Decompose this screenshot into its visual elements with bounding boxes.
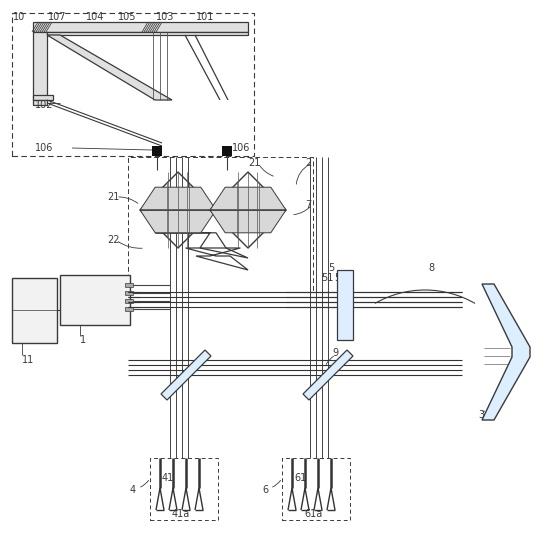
Polygon shape bbox=[337, 270, 353, 340]
Polygon shape bbox=[303, 350, 353, 400]
Text: 21: 21 bbox=[107, 192, 119, 202]
Text: 41: 41 bbox=[162, 473, 174, 483]
Bar bbox=[125, 299, 133, 303]
Text: 9: 9 bbox=[332, 348, 338, 358]
Text: 10: 10 bbox=[13, 12, 25, 22]
Text: 102: 102 bbox=[35, 100, 54, 110]
Text: 7: 7 bbox=[305, 200, 311, 210]
Text: 103: 103 bbox=[156, 12, 174, 22]
Polygon shape bbox=[47, 32, 248, 35]
Bar bbox=[33, 95, 53, 100]
Bar bbox=[12, 13, 254, 156]
Bar bbox=[222, 146, 232, 156]
Bar bbox=[125, 283, 133, 287]
Text: 5: 5 bbox=[328, 263, 335, 273]
Text: 21: 21 bbox=[248, 158, 261, 168]
Polygon shape bbox=[140, 187, 216, 210]
Text: 8: 8 bbox=[428, 263, 434, 273]
Bar bbox=[60, 275, 130, 325]
Polygon shape bbox=[161, 350, 211, 400]
Bar bbox=[125, 291, 133, 295]
Text: 106: 106 bbox=[35, 143, 54, 153]
Bar bbox=[150, 458, 218, 520]
Polygon shape bbox=[482, 284, 530, 420]
Text: 61a: 61a bbox=[304, 509, 322, 519]
Polygon shape bbox=[210, 210, 286, 233]
Text: 2: 2 bbox=[305, 158, 311, 168]
Bar bbox=[33, 22, 248, 32]
Bar bbox=[33, 100, 47, 105]
Bar bbox=[12, 278, 57, 343]
Bar bbox=[282, 458, 350, 520]
Text: 106: 106 bbox=[232, 143, 251, 153]
Text: 101: 101 bbox=[196, 12, 214, 22]
Text: 11: 11 bbox=[22, 355, 34, 365]
Bar bbox=[125, 307, 133, 311]
Text: 6: 6 bbox=[262, 485, 268, 495]
Text: 22: 22 bbox=[107, 235, 119, 245]
Bar bbox=[152, 146, 162, 156]
Polygon shape bbox=[140, 210, 216, 233]
Text: 51: 51 bbox=[321, 273, 333, 283]
Polygon shape bbox=[210, 187, 286, 210]
Bar bbox=[128, 157, 313, 292]
Text: 107: 107 bbox=[48, 12, 66, 22]
Text: 41a: 41a bbox=[172, 509, 190, 519]
Text: 61: 61 bbox=[294, 473, 306, 483]
Bar bbox=[33, 32, 47, 100]
Text: 4: 4 bbox=[130, 485, 136, 495]
Text: 104: 104 bbox=[86, 12, 104, 22]
Text: 105: 105 bbox=[118, 12, 136, 22]
Text: 52: 52 bbox=[334, 273, 347, 283]
Text: 1: 1 bbox=[80, 335, 86, 345]
Text: 3: 3 bbox=[478, 410, 484, 420]
Polygon shape bbox=[47, 35, 172, 100]
